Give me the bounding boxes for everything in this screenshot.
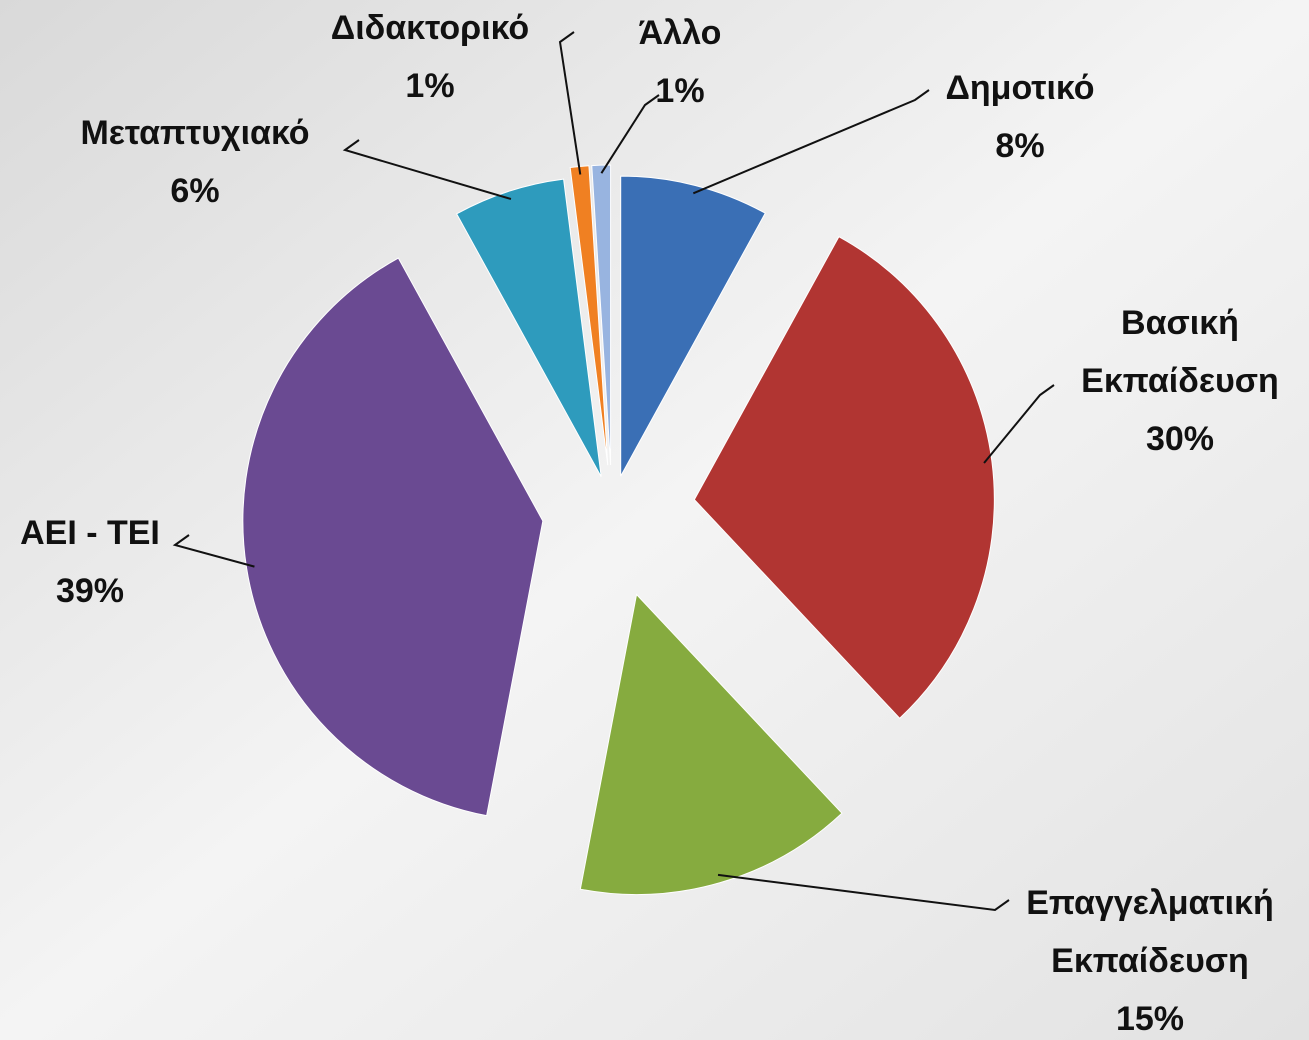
leader-line [558, 31, 582, 175]
label-line: Διδακτορικό [331, 9, 529, 47]
pie-slice [620, 175, 766, 477]
leader-line [692, 89, 930, 195]
value-label: 8% [995, 127, 1044, 165]
value-label: 39% [56, 572, 124, 610]
label-line: Επαγγελματική [1026, 884, 1274, 922]
label-line: Εκπαίδευση [1051, 942, 1249, 980]
slice-label: Δημοτικό [945, 69, 1094, 107]
label-line: Άλλο [639, 14, 722, 52]
label-line: ΑΕΙ - ΤΕΙ [20, 514, 160, 552]
leader-line [600, 94, 660, 174]
slice-label: ΑΕΙ - ΤΕΙ [20, 514, 160, 552]
value-label: 1% [405, 67, 454, 105]
label-line: Μεταπτυχιακό [80, 114, 309, 152]
pie-slice [693, 236, 995, 719]
slice-label: Βασική Εκπαίδευση [1081, 304, 1279, 400]
label-line: Εκπαίδευση [1081, 362, 1279, 400]
leader-line [717, 873, 1010, 912]
slice-label: Επαγγελματική Εκπαίδευση [1026, 884, 1274, 980]
value-label: 30% [1146, 420, 1214, 458]
value-label: 15% [1116, 1000, 1184, 1038]
value-label: 6% [170, 172, 219, 210]
label-line: Βασική [1121, 304, 1239, 342]
leader-line [342, 139, 512, 200]
leader-line [983, 384, 1055, 464]
label-line: Δημοτικό [945, 69, 1094, 107]
pie-slice [591, 164, 612, 466]
slice-label: Μεταπτυχιακό [80, 114, 309, 152]
slice-label: Άλλο [639, 14, 722, 52]
pie-slice [455, 178, 602, 477]
pie-slice [242, 257, 544, 817]
leader-line [172, 534, 255, 568]
pie-slice [579, 593, 843, 896]
value-label: 1% [655, 72, 704, 110]
slice-label: Διδακτορικό [331, 9, 529, 47]
